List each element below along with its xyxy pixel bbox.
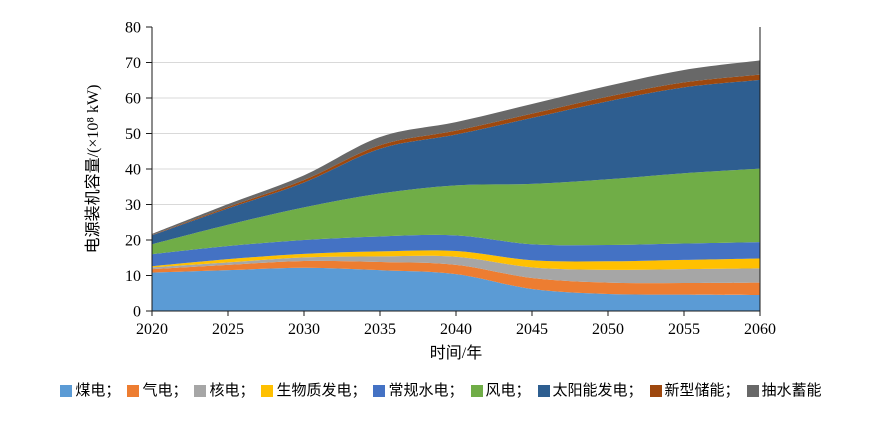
legend-item-抽水蓄能: 抽水蓄能 (746, 381, 822, 401)
legend-label: 煤电； (75, 383, 121, 399)
legend-swatch-icon (373, 385, 386, 397)
legend-swatch-icon (261, 385, 274, 397)
y-tick-label: 0 (133, 304, 141, 321)
legend-label: 新型储能； (664, 383, 740, 399)
y-axis-title: 电源装机容量/(×10⁸ kW) (84, 85, 102, 254)
area-series (152, 60, 760, 311)
x-tick-label: 2050 (592, 321, 624, 338)
y-tick-label: 20 (125, 233, 141, 250)
x-tick-label: 2060 (744, 321, 776, 338)
area-生物质发电 (152, 250, 760, 270)
legend-item-气电: 气电； (127, 381, 187, 401)
area-气电 (152, 260, 760, 296)
y-tick-label: 10 (125, 268, 141, 285)
legend-item-煤电: 煤电； (60, 381, 120, 401)
legend-label: 生物质发电； (276, 383, 367, 399)
x-axis-title: 时间/年 (430, 344, 482, 362)
legend-label: 抽水蓄能 (761, 383, 822, 399)
x-tick-label: 2055 (668, 321, 700, 338)
x-tick-label: 2035 (364, 321, 396, 338)
x-tick-label: 2040 (440, 321, 472, 338)
legend-swatch-icon (649, 385, 662, 397)
legend-swatch-icon (746, 385, 759, 397)
area-抽水蓄能 (152, 60, 760, 236)
legend-swatch-icon (194, 385, 207, 397)
legend-swatch-icon (470, 385, 483, 397)
area-风电 (152, 168, 760, 255)
chart-legend: 煤电； 气电； 核电； 生物质发电； 常规水电； 风电； 太阳能发电； 新型储能； 抽水蓄能 (0, 381, 879, 401)
legend-item-新型储能: 新型储能； (649, 381, 740, 401)
y-tick-label: 30 (125, 197, 141, 214)
legend-label: 核电； (209, 383, 255, 399)
legend-label: 常规水电； (388, 383, 464, 399)
axes (146, 26, 761, 316)
legend-label: 太阳能发电； (552, 383, 643, 399)
area-常规水电 (152, 234, 760, 267)
y-tick-label: 70 (125, 55, 141, 72)
legend-item-常规水电: 常规水电； (373, 381, 464, 401)
legend-label: 气电； (142, 383, 188, 399)
x-tick-label: 2020 (136, 321, 168, 338)
legend-label: 风电； (485, 383, 531, 399)
x-tick-label: 2030 (288, 321, 320, 338)
legend-item-风电: 风电； (470, 381, 531, 401)
area-煤电 (152, 267, 760, 311)
legend-item-太阳能发电: 太阳能发电； (537, 381, 643, 401)
y-tick-label: 50 (125, 126, 141, 143)
x-tick-label: 2045 (516, 321, 548, 338)
legend-swatch-icon (127, 385, 140, 397)
legend-item-核电: 核电； (194, 381, 254, 401)
y-tick-label: 60 (125, 91, 141, 108)
area-核电 (152, 255, 760, 284)
area-太阳能发电 (152, 79, 760, 245)
legend-swatch-icon (60, 385, 73, 397)
legend-swatch-icon (537, 385, 550, 397)
x-tick-label: 2025 (212, 321, 244, 338)
y-tick-label: 80 (125, 20, 141, 37)
legend-item-生物质发电: 生物质发电； (261, 381, 366, 401)
y-tick-label: 40 (125, 162, 141, 179)
